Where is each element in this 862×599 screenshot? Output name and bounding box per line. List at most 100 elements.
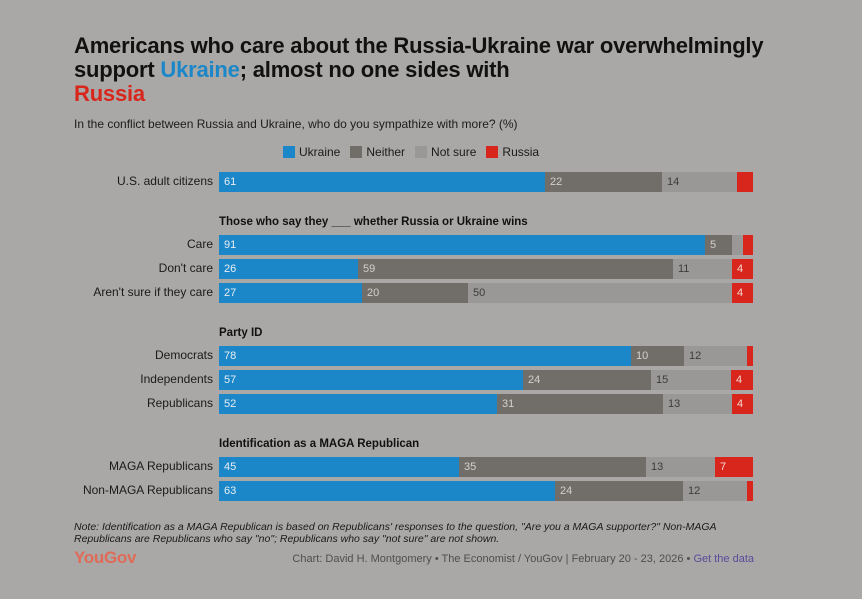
data-label: 91	[224, 239, 237, 251]
data-label: 24	[528, 374, 541, 386]
yougov-logo: YouGov	[74, 548, 137, 567]
bar-segment-ukraine: 61	[219, 172, 545, 192]
legend-label: Neither	[366, 145, 406, 159]
bar-segment-ukraine: 27	[219, 283, 362, 303]
data-label: 20	[367, 287, 380, 299]
data-label: 24	[560, 485, 573, 497]
data-label: 4	[737, 398, 744, 410]
data-label: 52	[224, 398, 237, 410]
bar-segment-neither: 20	[362, 283, 468, 303]
bar-segment-not-sure: 13	[646, 457, 715, 477]
data-label: 63	[224, 485, 237, 497]
bar-segment-russia: 4	[732, 259, 753, 279]
data-label: 5	[710, 239, 717, 251]
bar-segment-neither: 31	[497, 394, 663, 414]
data-label: 31	[502, 398, 515, 410]
legend-label: Not sure	[431, 145, 477, 159]
row-label: MAGA Republicans	[108, 459, 213, 473]
data-label: 11	[678, 263, 690, 275]
data-label: 78	[224, 350, 237, 362]
bar-row: 27 20 50 4	[219, 283, 753, 303]
group-heading: Party ID	[219, 327, 263, 339]
legend-item-neither: Neither	[350, 145, 405, 159]
bar-segment-neither: 5	[705, 235, 732, 255]
bar-row: 26 59 11 4	[219, 259, 753, 279]
bar-segment-neither: 24	[523, 370, 651, 390]
row-label: Republicans	[146, 396, 213, 410]
row-label: Don't care	[158, 261, 213, 275]
bar-segment-not-sure: 12	[684, 346, 747, 366]
data-label: 13	[668, 398, 681, 410]
data-label: 57	[224, 374, 237, 386]
data-label: 22	[550, 176, 563, 188]
group-heading: Identification as a MAGA Republican	[219, 438, 420, 450]
bar-segment-russia	[747, 481, 753, 501]
bar-row: 61 22 14	[219, 172, 753, 192]
bar-segment-not-sure: 13	[663, 394, 732, 414]
row-label: U.S. adult citizens	[116, 174, 213, 188]
data-label: 27	[224, 287, 237, 299]
bar-segment-ukraine: 57	[219, 370, 523, 390]
data-label: 50	[473, 287, 486, 299]
data-label: 12	[689, 350, 702, 362]
bar-segment-not-sure: 50	[468, 283, 732, 303]
data-label: 10	[636, 350, 649, 362]
bar-segment-russia	[743, 235, 753, 255]
legend-item-not-sure: Not sure	[415, 145, 476, 159]
data-label: 35	[464, 461, 477, 473]
data-label: 15	[656, 374, 669, 386]
bar-segment-russia: 4	[731, 370, 753, 390]
chart-subtitle: In the conflict between Russia and Ukrai…	[74, 117, 518, 131]
data-label: 61	[224, 176, 237, 188]
legend-item-russia: Russia	[486, 145, 539, 159]
chart-legend: Ukraine Neither Not sure Russia	[283, 145, 539, 159]
get-the-data-link[interactable]: Get the data	[693, 553, 754, 565]
group-heading: Those who say they ___ whether Russia or…	[219, 216, 528, 228]
data-label: 12	[688, 485, 701, 497]
title-russia-highlight: Russia	[74, 81, 145, 106]
chart-credit: Chart: David H. Montgomery • The Economi…	[292, 553, 754, 565]
bar-row: 91 5	[219, 235, 753, 255]
bar-segment-ukraine: 63	[219, 481, 555, 501]
legend-swatch	[350, 146, 363, 158]
data-label: 4	[737, 263, 744, 275]
data-label: 4	[736, 374, 743, 386]
row-label: Care	[186, 237, 213, 251]
bar-segment-russia: 7	[715, 457, 753, 477]
bar-row: 45 35 13 7	[219, 457, 753, 477]
row-label: Non-MAGA Republicans	[82, 483, 213, 497]
row-label: Democrats	[154, 348, 213, 362]
bar-segment-russia	[747, 346, 753, 366]
bar-row: 52 31 13 4	[219, 394, 753, 414]
data-label: 13	[651, 461, 664, 473]
bar-row: 63 24 12	[219, 481, 753, 501]
row-label: Aren't sure if they care	[93, 285, 213, 299]
bar-segment-ukraine: 52	[219, 394, 497, 414]
title-ukraine-highlight: Ukraine	[160, 57, 240, 82]
data-label: 45	[224, 461, 237, 473]
bar-segment-not-sure: 12	[683, 481, 747, 501]
bar-segment-ukraine: 45	[219, 457, 459, 477]
bar-segment-neither: 22	[545, 172, 662, 192]
chart-title: Americans who care about the Russia-Ukra…	[74, 33, 764, 106]
bar-segment-neither: 59	[358, 259, 673, 279]
bar-segment-russia	[737, 172, 753, 192]
legend-label: Ukraine	[299, 145, 341, 159]
bar-segment-neither: 10	[631, 346, 684, 366]
legend-swatch	[486, 146, 499, 158]
bar-segment-ukraine: 91	[219, 235, 705, 255]
data-label: 26	[224, 263, 237, 275]
bar-segment-russia: 4	[732, 283, 753, 303]
bar-segment-ukraine: 78	[219, 346, 631, 366]
row-label: Independents	[140, 372, 213, 386]
bar-segment-not-sure: 15	[651, 370, 731, 390]
legend-swatch	[283, 146, 295, 158]
data-label: 4	[737, 287, 744, 299]
chart-note: Note: Identification as a MAGA Republica…	[74, 521, 717, 545]
data-label: 7	[720, 461, 727, 473]
legend-item-ukraine: Ukraine	[283, 145, 340, 159]
bar-segment-not-sure	[732, 235, 743, 255]
bar-segment-not-sure: 14	[662, 172, 737, 192]
bar-row: 78 10 12	[219, 346, 753, 366]
legend-label: Russia	[502, 145, 540, 159]
